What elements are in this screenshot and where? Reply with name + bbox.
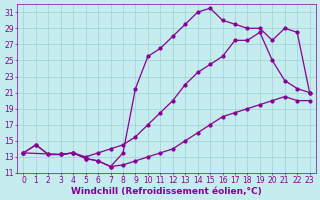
X-axis label: Windchill (Refroidissement éolien,°C): Windchill (Refroidissement éolien,°C) <box>71 187 262 196</box>
